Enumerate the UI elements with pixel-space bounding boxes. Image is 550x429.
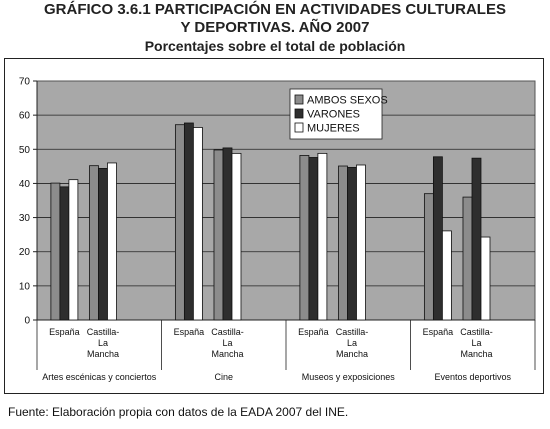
y-tick-label: 10 [19,281,31,292]
bar [98,168,108,321]
bar [317,152,328,321]
y-tick-label: 0 [24,316,30,327]
category-label: La [347,338,357,348]
bar [480,236,491,321]
chart-frame: 0 10 20 30 40 50 60 70 España Castilla- La Mancha Ar… [4,58,544,394]
legend-label: MUJERES [307,123,360,135]
chart-subtitle: Porcentajes sobre el total de población [144,38,406,54]
bar [432,156,443,321]
category-label: La [98,338,108,348]
bar [50,182,61,321]
category-label: Mancha [336,349,368,359]
chart-title-line-2: Y DEPORTIVAS. AÑO 2007 [180,19,370,36]
bar [213,149,224,321]
bar [174,124,185,321]
bar [222,147,233,321]
source-note: Fuente: Elaboración propia con datos de … [8,405,349,419]
bar [462,196,473,321]
bar [68,179,79,321]
category-label: Castilla- [460,327,493,337]
category-label: Castilla- [211,327,244,337]
chart-title-line-1: GRÁFICO 3.6.1 PARTICIPACIÓN EN ACTIVIDAD… [44,1,506,18]
category-label: Mancha [460,349,492,359]
y-tick-label: 70 [19,77,31,88]
bar [59,186,70,321]
bar [231,152,242,321]
legend-swatch [294,122,304,133]
legend-label: AMBOS SEXOS [307,95,388,107]
bar [192,127,203,321]
category-label: Mancha [211,349,243,359]
bar [183,122,194,321]
y-tick-label: 20 [19,247,31,258]
bar [356,164,366,321]
group-label: Eventos deportivos [434,372,511,382]
bar [299,155,310,321]
legend-swatch [294,108,304,119]
legend-swatch [294,94,304,105]
y-tick-label: 50 [19,145,31,156]
y-tick-label: 30 [19,213,31,224]
category-label: Castilla- [336,327,369,337]
bar [308,157,319,321]
group-label: Artes escénicas y conciertos [42,372,157,382]
legend-label: VARONES [307,109,360,121]
category-label: Mancha [87,349,119,359]
bar [338,165,348,321]
bar [107,162,117,321]
category-label: España [49,327,80,337]
y-tick-label: 60 [19,111,31,122]
legend-box [289,88,383,140]
y-tick-label: 40 [19,179,31,190]
bar [89,165,99,321]
category-label: España [423,327,454,337]
bar [347,166,357,321]
bar [471,157,482,321]
category-label: La [222,338,232,348]
category-label: La [471,338,481,348]
plot-area [36,80,536,321]
group-label: Museos y exposiciones [302,372,396,382]
category-label: Castilla- [87,327,120,337]
category-label: España [298,327,329,337]
bar [441,230,452,321]
bar [423,193,434,321]
group-label: Cine [214,372,233,382]
category-label: España [174,327,205,337]
